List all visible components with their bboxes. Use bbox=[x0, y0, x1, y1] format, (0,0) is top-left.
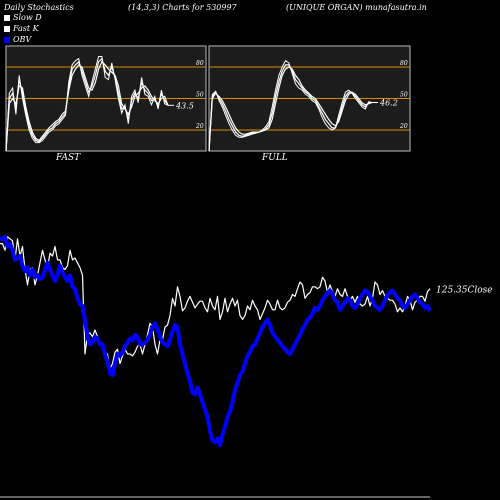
header-center: (14,3,3) Charts for 530997 bbox=[128, 3, 237, 12]
header-left: Daily Stochastics bbox=[4, 3, 74, 12]
fast-ytick-label-50: 50 bbox=[196, 92, 204, 99]
close-price-label: 125.35Close bbox=[436, 286, 493, 296]
fast-series-line-0 bbox=[5, 60, 169, 152]
legend-item-obv: OBV bbox=[4, 36, 31, 44]
legend-label-obv: OBV bbox=[13, 35, 32, 44]
fast-last-value-label: 43.5 bbox=[175, 101, 194, 110]
legend-swatch-slow-d bbox=[4, 15, 10, 21]
legend-item-slow-d: Slow D bbox=[4, 14, 42, 22]
legend-item-fast-k: Fast K bbox=[4, 25, 39, 33]
full-panel-title: FULL bbox=[261, 153, 288, 163]
header-right: (UNIQUE ORGAN) munafasutra.in bbox=[286, 3, 427, 12]
obv-line bbox=[0, 234, 432, 448]
legend-label-fast-k: Fast K bbox=[13, 24, 39, 33]
full-ytick-label-50: 50 bbox=[400, 92, 408, 99]
legend-swatch-fast-k bbox=[4, 26, 10, 32]
fast-ytick-label-80: 80 bbox=[196, 60, 204, 67]
full-ytick-label-80: 80 bbox=[400, 60, 408, 67]
fast-ytick-label-20: 20 bbox=[195, 123, 204, 130]
fast-panel-title: FAST bbox=[55, 153, 81, 163]
fast-series-line-2 bbox=[5, 56, 169, 152]
close-line bbox=[0, 236, 431, 369]
full-last-value-label: 46.2 bbox=[379, 98, 398, 107]
full-ytick-label-20: 20 bbox=[399, 123, 408, 130]
legend-label-slow-d: Slow D bbox=[13, 13, 42, 22]
full-series-line-2 bbox=[208, 59, 373, 152]
legend-swatch-obv bbox=[4, 37, 10, 43]
